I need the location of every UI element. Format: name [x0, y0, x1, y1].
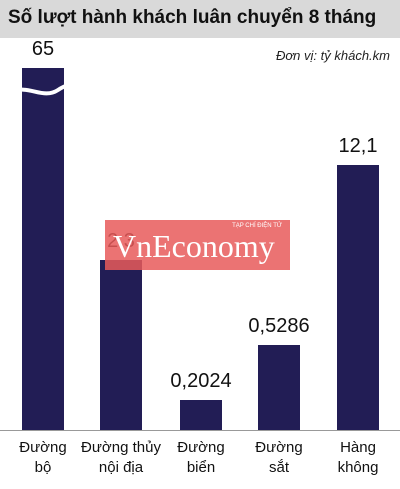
x-tick-label: Đường bộ	[19, 439, 67, 476]
axis-break	[13, 84, 73, 96]
watermark-subtitle: TẠP CHÍ ĐIỆN TỬ	[232, 223, 282, 229]
value-label: 65	[31, 38, 55, 60]
x-tick-label: Đường thủy nội địa	[81, 439, 161, 476]
x-tick-label: Đường sắt	[255, 439, 303, 476]
title-bar: Số lượt hành khách luân chuyển 8 tháng	[0, 0, 400, 38]
bar	[100, 260, 142, 430]
bar	[180, 400, 222, 430]
value-label: 0,5286	[248, 314, 310, 337]
watermark-text: VnEconomy	[113, 228, 275, 264]
unit-note: Đơn vị: tỷ khách.km	[275, 48, 390, 63]
chart-title: Số lượt hành khách luân chuyển 8 tháng	[8, 7, 377, 28]
bar	[258, 344, 300, 430]
bar	[337, 164, 379, 430]
x-tick-label: Hàng không	[337, 439, 379, 476]
value-label: 12,1	[338, 134, 378, 157]
bar	[22, 68, 64, 430]
baseline	[0, 430, 400, 431]
value-label: 0,2024	[170, 370, 232, 392]
x-tick-label: Đường biển	[177, 439, 225, 476]
watermark: VnEconomy TẠP CHÍ ĐIỆN TỬ	[105, 220, 290, 270]
